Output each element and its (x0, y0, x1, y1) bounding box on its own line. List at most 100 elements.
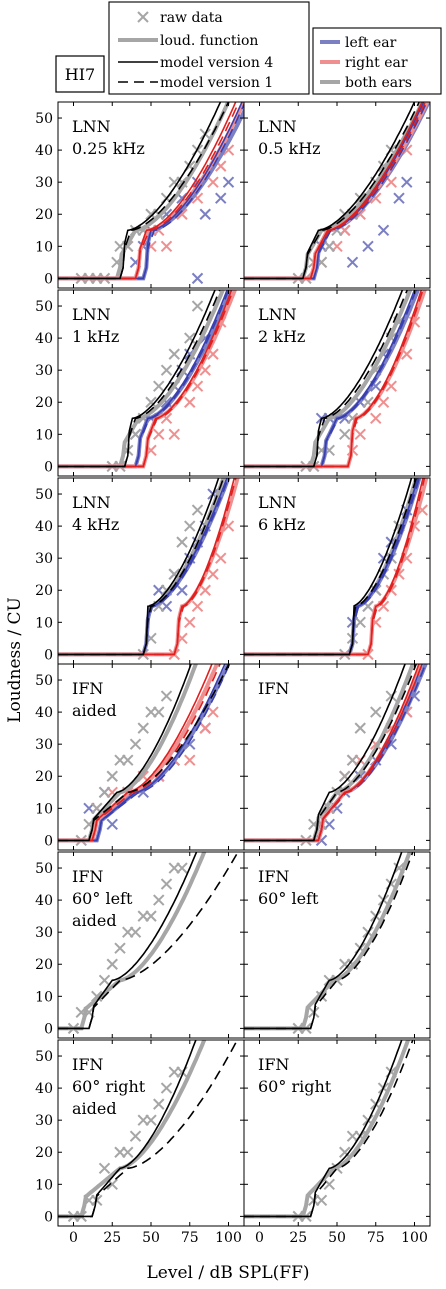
y-tick-label: 10 (35, 989, 53, 1005)
raw-point-left (199, 208, 211, 220)
series-line-v1-right (58, 102, 240, 280)
raw-point-stroke (98, 974, 111, 986)
series-line-v4 (244, 290, 404, 468)
series-line-v4 (58, 102, 222, 280)
raw-point-stroke (106, 770, 118, 782)
raw-point-right (184, 616, 196, 629)
y-tick-label: 0 (44, 647, 53, 663)
raw-point-stroke (354, 428, 366, 441)
x-tick-label: 100 (215, 1230, 242, 1246)
panel-1: 0 10 20 30 40 50 LNN 0.25 kHz (35, 101, 245, 289)
raw-point-both (176, 862, 188, 874)
raw-point-both (145, 396, 157, 408)
y-tick-label: 30 (35, 1113, 53, 1129)
panel-plot-area (58, 1040, 239, 1223)
panel-plot-area (58, 478, 240, 661)
raw-point-right (199, 584, 211, 596)
y-tick-label: 50 (35, 299, 53, 315)
panel-4: LNN 2 kHz (243, 289, 431, 477)
raw-point-stroke (315, 1194, 328, 1207)
raw-point-left (401, 176, 413, 188)
series-line-v4 (58, 290, 216, 468)
raw-point-stroke (106, 1178, 118, 1191)
legend-main: raw data loud. function model version 4 … (108, 1, 310, 95)
raw-point-left (191, 272, 204, 285)
y-tick-label: 20 (35, 957, 53, 973)
raw-point-right (168, 428, 180, 441)
y-tick-label: 40 (35, 519, 53, 535)
raw-point-both (354, 616, 366, 629)
raw-point-stroke (184, 616, 196, 629)
raw-point-right (184, 396, 196, 408)
raw-point-stroke (323, 1178, 335, 1191)
panel-plot-area (244, 664, 428, 847)
raw-point-right (207, 176, 219, 188)
raw-point-stroke (153, 1098, 165, 1110)
series-line-v1 (58, 102, 230, 280)
y-tick-label: 50 (35, 487, 53, 503)
panel-label-line: 1 kHz (72, 327, 119, 346)
panel-label-line: 60° left (72, 889, 133, 908)
panel-label-line: aided (72, 1099, 117, 1118)
raw-point-stroke (153, 894, 165, 906)
panel-label-line: LNN (258, 117, 297, 136)
y-tick-label: 0 (44, 271, 53, 287)
x-tick-label: 50 (142, 1230, 160, 1246)
raw-point-stroke (184, 738, 196, 750)
raw-point-stroke (98, 786, 111, 798)
raw-point-right (191, 600, 204, 612)
panel-3: 0 10 20 30 40 50 LNN 1 kHz (35, 289, 245, 477)
raw-point-both (346, 754, 359, 766)
raw-point-both (191, 300, 204, 312)
y-tick-label: 10 (35, 801, 53, 817)
series-line-v1-right (244, 664, 424, 842)
legend-right-label: right ear (345, 55, 408, 71)
panel-label-line: aided (72, 911, 117, 930)
panel-6: LNN 6 kHz (243, 477, 431, 665)
raw-point-stroke (370, 706, 382, 718)
raw-point-stroke (393, 192, 405, 204)
raw-point-stroke (160, 412, 173, 424)
panel-plot-area (244, 1040, 414, 1223)
raw-point-stroke (129, 1130, 142, 1142)
series-line-v1 (58, 664, 230, 842)
series-line-v1 (58, 852, 239, 1030)
raw-point-stroke (153, 428, 165, 441)
y-tick-label: 20 (35, 1145, 53, 1161)
series-line-v1 (244, 664, 418, 842)
raw-point-stroke (370, 380, 382, 392)
panel-plot-area (244, 102, 430, 285)
panel-plot-area (244, 478, 429, 661)
panel-background (244, 1040, 430, 1226)
y-tick-label: 10 (35, 1177, 53, 1193)
raw-point-right (377, 396, 390, 408)
raw-point-stroke (176, 176, 188, 188)
x-axis-title: Level / dB SPL(FF) (147, 1263, 310, 1283)
series-line-v4 (244, 102, 416, 280)
raw-point-stroke (199, 364, 211, 376)
y-tick-label: 10 (35, 427, 53, 443)
raw-point-left (377, 224, 390, 236)
panel-label-line: 0.25 kHz (72, 139, 145, 158)
raw-point-both (129, 926, 142, 938)
raw-point-right (385, 176, 397, 188)
raw-point-stroke (122, 1146, 134, 1158)
raw-point-both (160, 1082, 173, 1094)
y-tick-label: 20 (35, 395, 53, 411)
y-tick-label: 20 (35, 769, 53, 785)
subject-label-text: HI7 (65, 65, 95, 84)
raw-point-both (106, 958, 118, 970)
raw-point-stroke (377, 600, 390, 612)
raw-point-stroke (160, 396, 173, 408)
series-line-v1-right (58, 290, 234, 468)
raw-point-stroke (176, 862, 188, 874)
raw-point-stroke (346, 754, 359, 766)
raw-point-stroke (98, 1162, 111, 1174)
series-line-both (58, 852, 207, 1031)
raw-point-stroke (153, 380, 165, 392)
panel-8: IFN (243, 663, 431, 851)
panel-label-line: LNN (72, 117, 111, 136)
legend-raw-label: raw data (160, 10, 223, 26)
raw-point-stroke (184, 754, 196, 766)
